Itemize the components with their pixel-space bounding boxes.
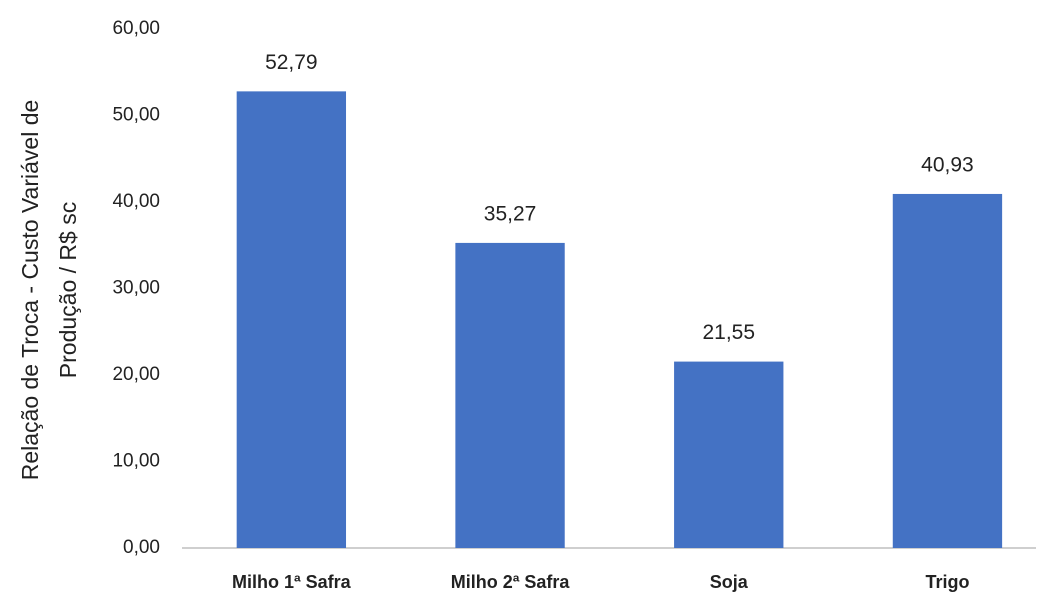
bar <box>674 361 784 548</box>
bar <box>892 193 1003 548</box>
y-tick-label: 30,00 <box>112 278 160 299</box>
y-tick-label: 60,00 <box>112 18 160 39</box>
x-tick-label: Milho 1ª Safra <box>232 572 352 592</box>
data-label: 21,55 <box>702 321 755 344</box>
bar <box>236 91 347 548</box>
data-label: 35,27 <box>484 202 537 225</box>
y-tick-label: 40,00 <box>112 191 160 212</box>
data-label: 40,93 <box>921 154 974 177</box>
y-tick-label: 20,00 <box>112 364 160 385</box>
x-tick-label: Soja <box>710 572 749 592</box>
y-axis-label: Produção / R$ sc <box>55 202 81 378</box>
y-axis-label: Relação de Troca - Custo Variável de <box>17 100 43 481</box>
data-label: 52,79 <box>265 51 318 74</box>
y-tick-label: 50,00 <box>112 105 160 126</box>
y-tick-label: 10,00 <box>112 451 160 472</box>
y-tick-label: 0,00 <box>123 537 160 558</box>
x-tick-label: Milho 2ª Safra <box>451 572 571 592</box>
bar <box>455 242 565 549</box>
x-tick-label: Trigo <box>925 572 969 592</box>
